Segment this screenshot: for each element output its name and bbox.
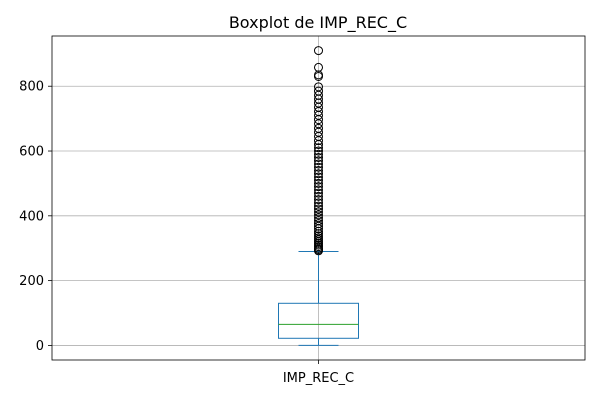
grid-layer — [52, 36, 585, 360]
iqr-box — [278, 302, 359, 339]
outlier-point — [314, 153, 323, 162]
outlier-point — [314, 216, 323, 226]
outlier-point — [314, 165, 323, 175]
outlier-point — [314, 159, 323, 169]
outlier-point — [314, 143, 323, 153]
outlier-point — [314, 62, 323, 72]
outlier-point — [314, 210, 323, 220]
outlier-point — [314, 46, 323, 56]
outlier-point — [314, 169, 323, 179]
y-tick-label: 0 — [36, 339, 44, 354]
outlier-point — [314, 188, 323, 198]
axis-layer: 0 200 400 600 800 IMP_REC_C — [19, 80, 354, 386]
y-tick-label: 200 — [19, 274, 44, 289]
outlier-point — [314, 213, 323, 223]
outlier-point — [314, 70, 323, 80]
outlier-point — [314, 219, 323, 229]
outlier-point — [314, 146, 323, 156]
outlier-point — [314, 156, 323, 166]
outlier-point — [314, 201, 323, 211]
outlier-point — [314, 185, 323, 195]
chart-title: Boxplot de IMP_REC_C — [229, 13, 407, 33]
outlier-point — [314, 149, 323, 159]
outlier-point — [314, 123, 323, 133]
outlier-point — [314, 231, 323, 241]
outlier-point — [314, 204, 323, 214]
y-tick-label: 400 — [19, 209, 44, 224]
outlier-point — [314, 82, 323, 92]
outlier-point — [314, 86, 323, 96]
outlier-point — [314, 229, 323, 239]
plot-layer — [278, 46, 359, 346]
outlier-point — [314, 191, 323, 201]
outlier-point — [314, 162, 323, 172]
outlier-point — [314, 175, 323, 185]
outlier-point — [314, 172, 323, 182]
outlier-point — [314, 178, 323, 188]
outlier-point — [314, 195, 323, 205]
outlier-point — [314, 182, 323, 192]
outlier-point — [314, 198, 323, 208]
y-tick-label: 800 — [19, 80, 44, 95]
outlier-point — [314, 207, 323, 217]
y-tick-label: 600 — [19, 145, 44, 160]
x-tick-label: IMP_REC_C — [283, 371, 354, 386]
